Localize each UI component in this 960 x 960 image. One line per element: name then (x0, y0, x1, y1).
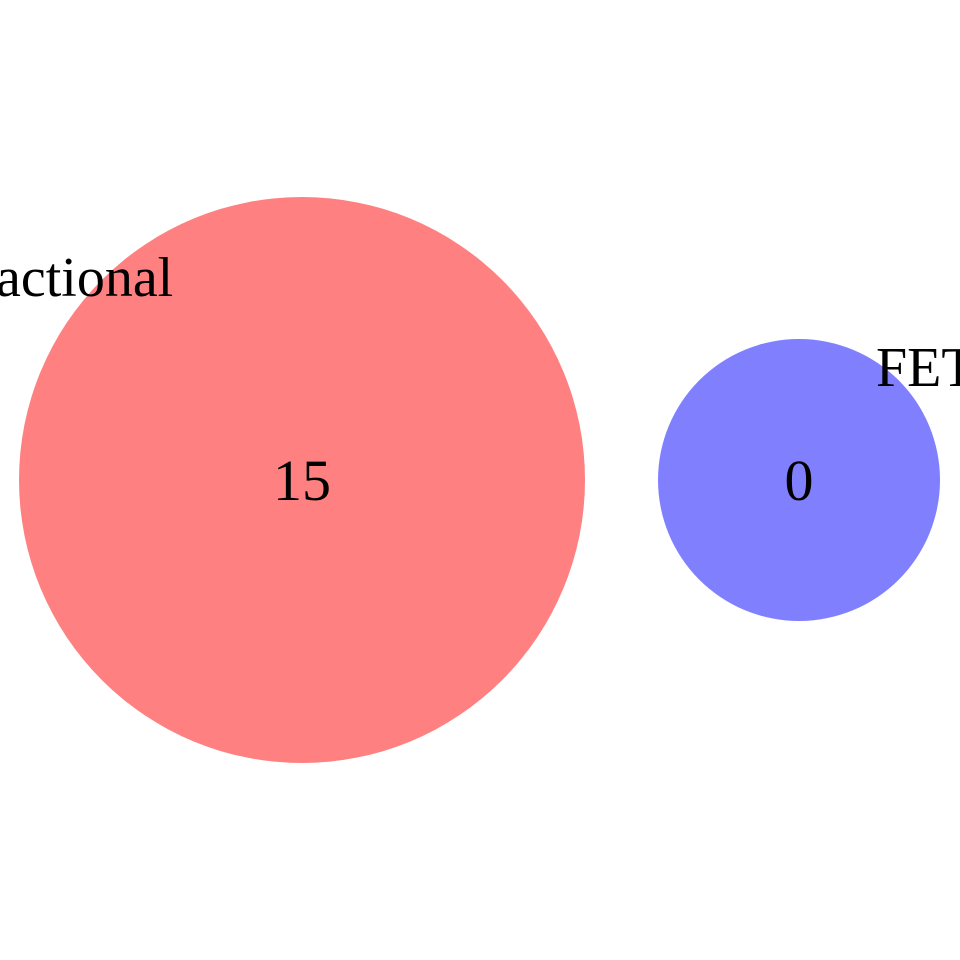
count-label-b: 0 (785, 448, 814, 513)
set-circle-a (19, 197, 585, 763)
count-label-a: 15 (273, 448, 331, 513)
set-circle-b (658, 339, 940, 621)
set-label-b: FET (876, 337, 960, 399)
set-label-a: actional (0, 247, 173, 309)
